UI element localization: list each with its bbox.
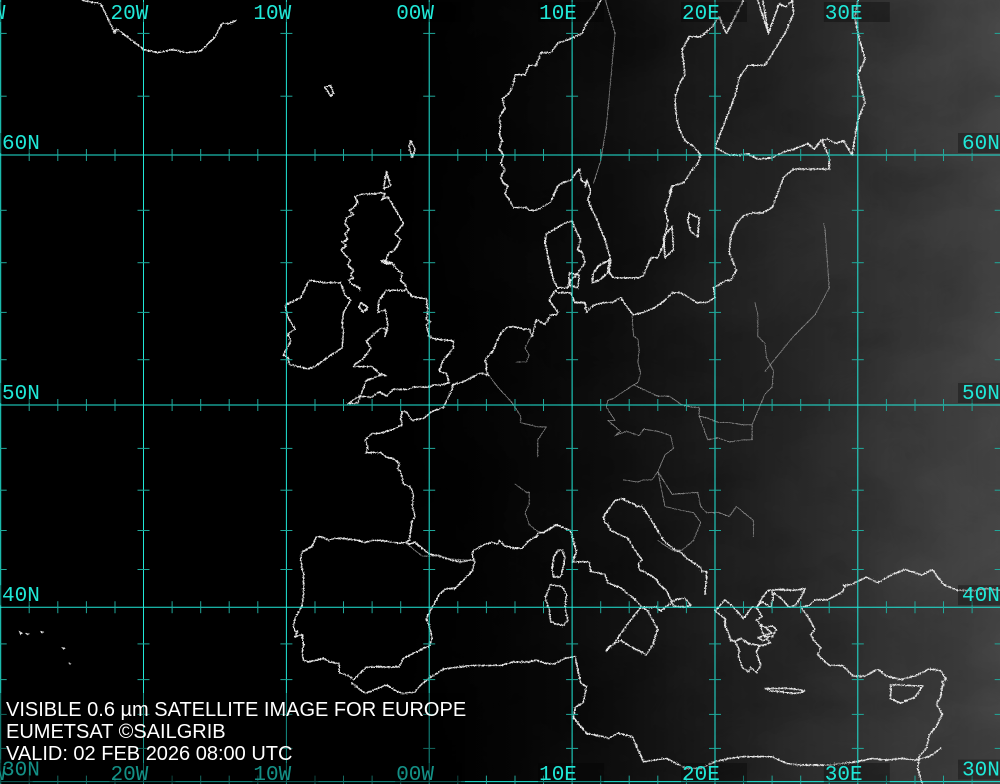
svg-text:20E: 20E xyxy=(682,764,720,784)
svg-text:50N: 50N xyxy=(962,383,1000,406)
svg-text:10W: 10W xyxy=(253,3,291,26)
svg-text:10E: 10E xyxy=(539,764,577,784)
svg-text:30E: 30E xyxy=(825,3,863,26)
svg-text:VISIBLE 0.6 µm SATELLITE IMAGE: VISIBLE 0.6 µm SATELLITE IMAGE FOR EUROP… xyxy=(6,699,466,721)
svg-text:50N: 50N xyxy=(2,383,40,406)
svg-text:40N: 40N xyxy=(2,585,40,608)
svg-text:VALID: 02 FEB 2026 08:00 UTC: VALID: 02 FEB 2026 08:00 UTC xyxy=(6,743,292,765)
svg-text:10E: 10E xyxy=(539,3,577,26)
svg-text:60N: 60N xyxy=(962,133,1000,156)
svg-text:20W: 20W xyxy=(111,3,149,26)
svg-text:60N: 60N xyxy=(2,133,40,156)
svg-text:40N: 40N xyxy=(962,585,1000,608)
svg-text:30W: 30W xyxy=(0,3,6,26)
svg-text:EUMETSAT ©SAILGRIB: EUMETSAT ©SAILGRIB xyxy=(6,721,226,743)
svg-text:30N: 30N xyxy=(962,760,1000,783)
svg-text:30E: 30E xyxy=(825,764,863,784)
svg-text:00W: 00W xyxy=(396,3,434,26)
svg-text:20E: 20E xyxy=(682,3,720,26)
